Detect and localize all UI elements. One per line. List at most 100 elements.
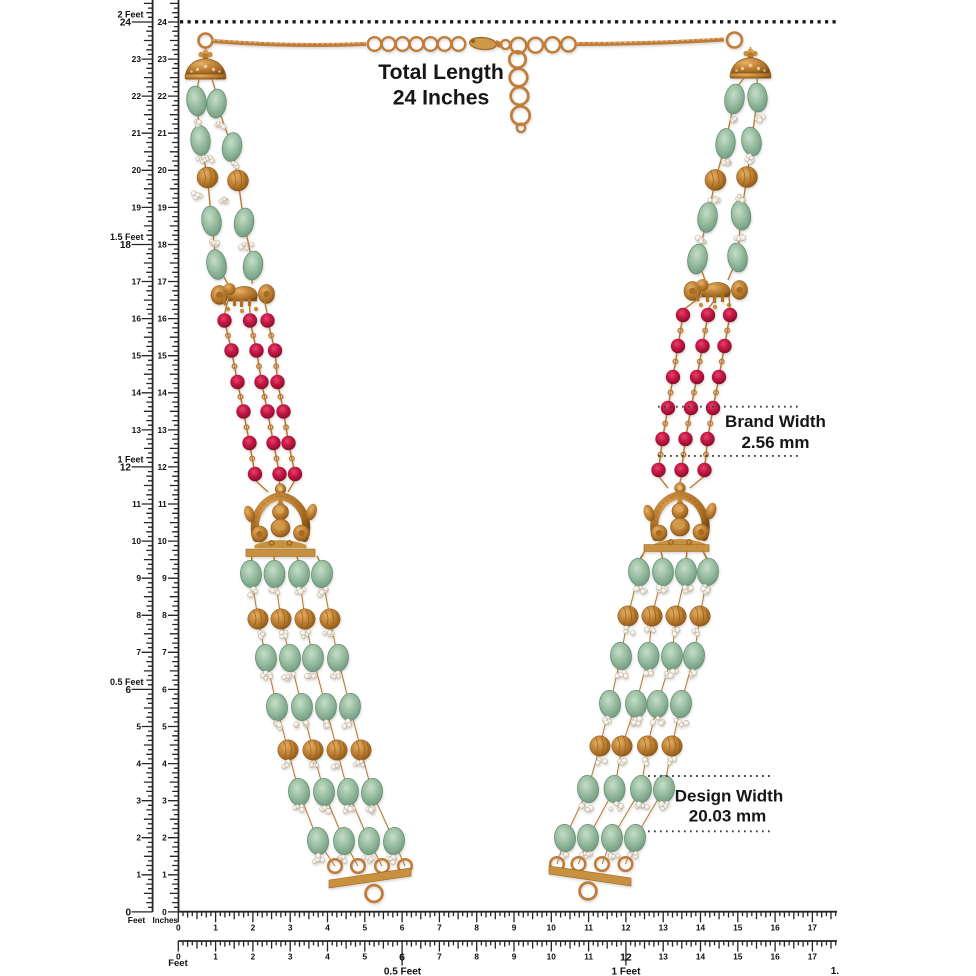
svg-text:0.5 Feet: 0.5 Feet	[384, 966, 422, 976]
svg-text:10: 10	[547, 922, 557, 932]
svg-text:13: 13	[132, 425, 142, 435]
svg-text:5: 5	[136, 721, 141, 731]
svg-text:8: 8	[162, 610, 167, 620]
svg-text:10: 10	[547, 952, 557, 962]
svg-text:4: 4	[162, 759, 167, 769]
svg-text:15: 15	[157, 351, 167, 361]
svg-text:22: 22	[132, 91, 142, 101]
svg-text:11: 11	[584, 922, 593, 932]
svg-text:4: 4	[325, 952, 330, 962]
svg-text:1: 1	[136, 870, 141, 880]
svg-text:1.5 Feet: 1.5 Feet	[110, 232, 144, 242]
svg-text:6: 6	[400, 922, 405, 932]
svg-text:3: 3	[136, 796, 141, 806]
svg-text:24: 24	[120, 18, 132, 29]
svg-text:9: 9	[136, 573, 141, 583]
svg-text:9: 9	[512, 952, 517, 962]
svg-text:5: 5	[362, 952, 367, 962]
svg-text:17: 17	[132, 276, 142, 286]
svg-text:9: 9	[512, 922, 517, 932]
svg-text:12: 12	[120, 463, 132, 474]
svg-text:1: 1	[213, 952, 218, 962]
svg-text:Total Length: Total Length	[378, 61, 504, 84]
svg-text:20: 20	[157, 165, 167, 175]
svg-text:Brand Width: Brand Width	[725, 412, 826, 431]
svg-text:1.: 1.	[831, 966, 840, 976]
svg-text:Feet: Feet	[128, 915, 146, 925]
svg-text:2 Feet: 2 Feet	[117, 9, 143, 19]
svg-text:0.5 Feet: 0.5 Feet	[110, 677, 144, 687]
svg-text:0: 0	[176, 922, 181, 932]
svg-text:8: 8	[474, 952, 479, 962]
svg-text:10: 10	[132, 536, 142, 546]
svg-text:3: 3	[288, 952, 293, 962]
svg-text:18: 18	[157, 239, 167, 249]
svg-text:15: 15	[733, 922, 743, 932]
svg-text:16: 16	[770, 952, 780, 962]
svg-text:21: 21	[157, 128, 167, 138]
svg-text:13: 13	[157, 425, 167, 435]
svg-text:13: 13	[659, 952, 669, 962]
svg-text:2: 2	[251, 922, 256, 932]
svg-text:1 Feet: 1 Feet	[117, 454, 143, 464]
svg-text:19: 19	[132, 202, 142, 212]
svg-text:11: 11	[584, 952, 593, 962]
svg-text:2: 2	[162, 833, 167, 843]
svg-text:1: 1	[162, 870, 167, 880]
svg-text:2.56 mm: 2.56 mm	[741, 433, 809, 452]
svg-text:20: 20	[132, 165, 142, 175]
svg-text:3: 3	[288, 922, 293, 932]
svg-text:9: 9	[162, 573, 167, 583]
svg-text:12: 12	[621, 922, 631, 932]
svg-text:7: 7	[136, 647, 141, 657]
svg-text:0: 0	[176, 952, 181, 962]
svg-text:0: 0	[125, 908, 131, 919]
svg-text:12: 12	[620, 952, 632, 964]
svg-text:17: 17	[808, 922, 818, 932]
svg-text:7: 7	[437, 952, 442, 962]
svg-text:7: 7	[437, 922, 442, 932]
svg-text:1 Feet: 1 Feet	[612, 966, 642, 976]
svg-text:14: 14	[696, 922, 706, 932]
svg-text:6: 6	[162, 684, 167, 694]
svg-text:12: 12	[157, 462, 167, 472]
svg-text:18: 18	[120, 240, 132, 251]
svg-text:7: 7	[162, 647, 167, 657]
svg-text:16: 16	[132, 314, 142, 324]
svg-text:5: 5	[162, 721, 167, 731]
svg-text:Design Width: Design Width	[675, 786, 783, 805]
svg-text:5: 5	[362, 922, 367, 932]
svg-text:11: 11	[132, 499, 141, 509]
svg-text:14: 14	[696, 952, 706, 962]
svg-text:3: 3	[162, 796, 167, 806]
svg-text:23: 23	[132, 54, 142, 64]
svg-text:2: 2	[251, 952, 256, 962]
svg-text:17: 17	[157, 276, 167, 286]
svg-text:13: 13	[659, 922, 669, 932]
svg-text:0: 0	[162, 907, 167, 917]
svg-text:17: 17	[808, 952, 818, 962]
svg-text:19: 19	[157, 202, 167, 212]
svg-text:22: 22	[157, 91, 167, 101]
svg-text:Feet: Feet	[168, 958, 188, 969]
svg-text:8: 8	[474, 922, 479, 932]
svg-text:24 Inches: 24 Inches	[393, 87, 490, 110]
svg-text:8: 8	[136, 610, 141, 620]
svg-text:2: 2	[136, 833, 141, 843]
svg-text:1: 1	[213, 922, 218, 932]
svg-text:4: 4	[136, 759, 141, 769]
svg-text:21: 21	[132, 128, 142, 138]
svg-text:Inches: Inches	[153, 916, 179, 925]
svg-text:20.03 mm: 20.03 mm	[689, 807, 767, 826]
svg-text:6: 6	[125, 685, 131, 696]
svg-text:16: 16	[157, 314, 167, 324]
svg-text:11: 11	[158, 499, 167, 509]
svg-text:16: 16	[770, 922, 780, 932]
svg-text:14: 14	[132, 388, 142, 398]
svg-text:4: 4	[325, 922, 330, 932]
svg-text:15: 15	[132, 351, 142, 361]
svg-text:14: 14	[157, 388, 167, 398]
svg-text:24: 24	[157, 17, 167, 27]
svg-text:15: 15	[733, 952, 743, 962]
svg-text:23: 23	[157, 54, 167, 64]
